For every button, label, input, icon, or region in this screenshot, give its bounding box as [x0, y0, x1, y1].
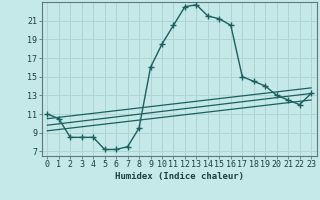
X-axis label: Humidex (Indice chaleur): Humidex (Indice chaleur)	[115, 172, 244, 181]
